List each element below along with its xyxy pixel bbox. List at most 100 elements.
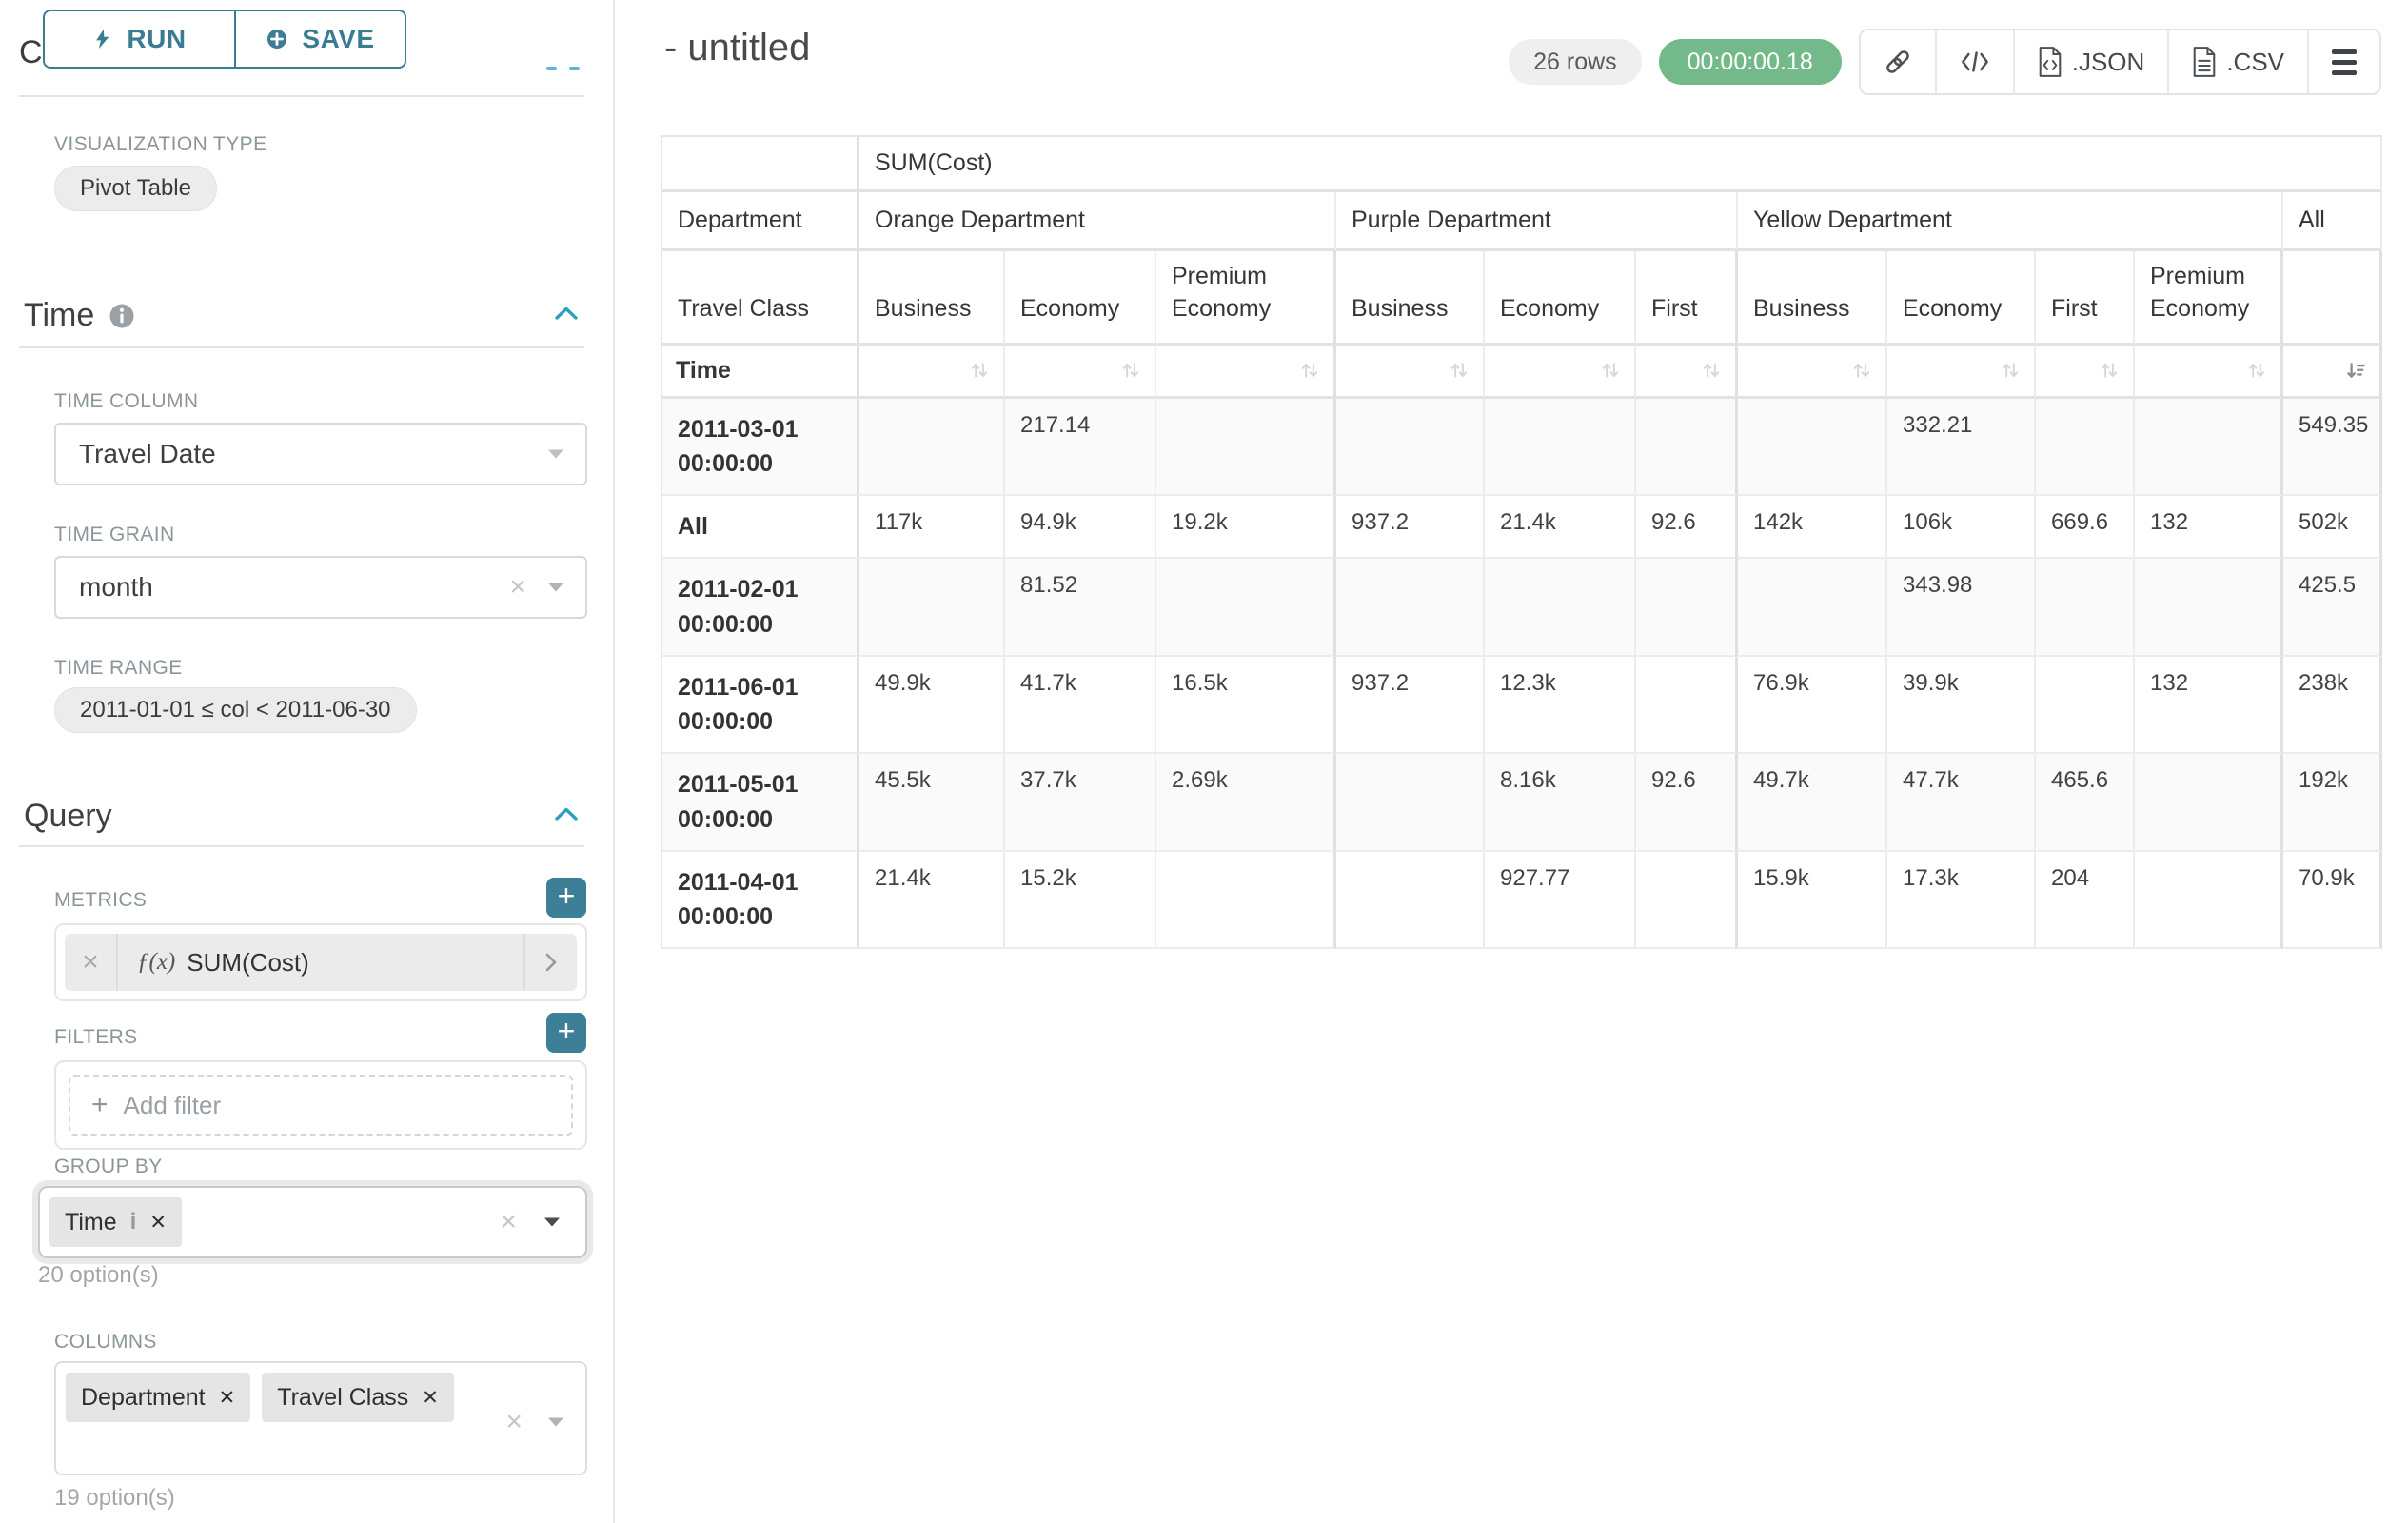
- travel-class-header: Economy: [1485, 251, 1636, 346]
- caret-down-icon[interactable]: [547, 583, 564, 593]
- pivot-cell: 39.9k: [1887, 657, 2036, 755]
- pivot-cell: 937.2: [1336, 657, 1485, 755]
- column-sort-cell[interactable]: [2283, 346, 2382, 399]
- row-label: 2011-06-01 00:00:00: [662, 657, 859, 755]
- sort-icon[interactable]: [1600, 360, 1621, 381]
- sort-icon[interactable]: [2246, 360, 2267, 381]
- time-section-label: Time: [24, 297, 94, 334]
- department-group-header: All: [2283, 192, 2382, 251]
- time-range-pill[interactable]: 2011-01-01 ≤ col < 2011-06-30: [54, 687, 417, 733]
- pivot-cell: [1636, 559, 1738, 657]
- column-info-icon: i: [130, 1209, 137, 1236]
- row-label: 2011-05-01 00:00:00: [662, 754, 859, 852]
- column-sort-cell[interactable]: [1485, 346, 1636, 399]
- query-section-title: Query: [24, 798, 112, 835]
- column-sort-cell[interactable]: [1156, 346, 1336, 399]
- pivot-cell: 927.77: [1485, 852, 1636, 950]
- divider: [19, 845, 584, 847]
- travel-class-header-row: Travel Class BusinessEconomyPremium Econ…: [662, 251, 2382, 346]
- add-filter-field[interactable]: + Add filter: [69, 1075, 573, 1136]
- column-sort-cell[interactable]: [1887, 346, 2036, 399]
- chart-header-actions: 26 rows 00:00:00.18 .JSON: [1509, 29, 2381, 95]
- remove-tag-icon[interactable]: ✕: [422, 1386, 439, 1410]
- pivot-cell: [1636, 657, 1738, 755]
- add-metric-button[interactable]: +: [546, 878, 586, 918]
- pivot-cell: 76.9k: [1738, 657, 1887, 755]
- travel-class-axis-label: Travel Class: [662, 251, 859, 346]
- clear-icon[interactable]: ×: [500, 1208, 517, 1236]
- run-button-label: RUN: [127, 24, 186, 54]
- sort-icon[interactable]: [2000, 360, 2021, 381]
- run-button[interactable]: RUN: [43, 10, 236, 69]
- column-sort-cell[interactable]: [859, 346, 1005, 399]
- columns-tag[interactable]: Department ✕: [66, 1373, 250, 1422]
- department-group-header: Orange Department: [859, 192, 1336, 251]
- filters-box: + Add filter: [54, 1060, 587, 1150]
- pivot-cell: [1738, 559, 1887, 657]
- columns-tag[interactable]: Travel Class ✕: [262, 1373, 454, 1422]
- remove-metric-icon[interactable]: ×: [65, 934, 118, 991]
- travel-class-header: First: [2036, 251, 2135, 346]
- group-by-tag[interactable]: Time i ✕: [49, 1197, 182, 1247]
- chart-type-collapse-icon[interactable]: [546, 67, 557, 70]
- pivot-cell: [2135, 852, 2283, 950]
- remove-tag-icon[interactable]: ✕: [219, 1386, 236, 1410]
- add-filter-button[interactable]: +: [546, 1013, 586, 1053]
- export-json-button[interactable]: .JSON: [2015, 30, 2170, 93]
- columns-select[interactable]: Department ✕ Travel Class ✕ ×: [54, 1361, 587, 1475]
- column-sort-cell[interactable]: [1738, 346, 1887, 399]
- group-by-select[interactable]: Time i ✕ ×: [38, 1186, 587, 1258]
- column-sort-cell[interactable]: [1336, 346, 1485, 399]
- pivot-cell: 343.98: [1887, 559, 2036, 657]
- query-actions: RUN SAVE: [43, 10, 406, 69]
- chart-type-collapse-icon[interactable]: [569, 67, 580, 70]
- caret-down-icon[interactable]: [543, 1217, 561, 1228]
- pivot-data-row: 2011-04-01 00:00:0021.4k15.2k927.7715.9k…: [662, 852, 2382, 950]
- time-column-select[interactable]: Travel Date: [54, 423, 587, 485]
- copy-link-button[interactable]: [1861, 30, 1937, 93]
- export-csv-button[interactable]: .CSV: [2169, 30, 2309, 93]
- chevron-right-icon[interactable]: [523, 934, 577, 991]
- time-grain-select[interactable]: month ×: [54, 556, 587, 619]
- sort-icon[interactable]: [2099, 360, 2120, 381]
- caret-down-icon[interactable]: [547, 449, 564, 460]
- clear-icon[interactable]: ×: [505, 1408, 523, 1436]
- time-section-title: Time: [24, 297, 136, 334]
- sort-icon[interactable]: [969, 360, 990, 381]
- caret-down-icon[interactable]: [547, 1417, 564, 1428]
- bolt-icon: [92, 28, 113, 50]
- sort-icon[interactable]: [1449, 360, 1470, 381]
- column-sort-cell[interactable]: [1636, 346, 1738, 399]
- more-options-button[interactable]: [2309, 30, 2379, 93]
- code-icon: [1960, 49, 1990, 75]
- pivot-cell: [2036, 559, 2135, 657]
- pivot-cell: 19.2k: [1156, 496, 1336, 559]
- column-sort-cell[interactable]: [2036, 346, 2135, 399]
- sort-icon[interactable]: [1299, 360, 1320, 381]
- sort-icon[interactable]: [1701, 360, 1722, 381]
- metric-pill[interactable]: × ƒ(x) SUM(Cost): [65, 934, 577, 991]
- sort-descending-icon[interactable]: [2345, 360, 2366, 381]
- chevron-up-icon[interactable]: [554, 805, 579, 822]
- metric-body[interactable]: ƒ(x) SUM(Cost): [118, 934, 523, 991]
- divider: [19, 95, 584, 97]
- pivot-cell: 217.14: [1005, 399, 1156, 497]
- time-axis-sort-cell[interactable]: Time: [662, 346, 859, 399]
- remove-tag-icon[interactable]: ✕: [149, 1211, 167, 1235]
- chevron-up-icon[interactable]: [554, 305, 579, 322]
- column-sort-cell[interactable]: [2135, 346, 2283, 399]
- query-timer-badge: 00:00:00.18: [1659, 39, 1842, 85]
- sort-icon[interactable]: [1120, 360, 1141, 381]
- embed-code-button[interactable]: [1937, 30, 2015, 93]
- pivot-cell: 425.5: [2283, 559, 2382, 657]
- travel-class-header: Business: [1336, 251, 1485, 346]
- visualization-type-pill[interactable]: Pivot Table: [54, 166, 217, 211]
- pivot-cell: 70.9k: [2283, 852, 2382, 950]
- column-sort-cell[interactable]: [1005, 346, 1156, 399]
- clear-icon[interactable]: ×: [509, 573, 526, 602]
- save-button[interactable]: SAVE: [234, 10, 406, 69]
- row-label: 2011-02-01 00:00:00: [662, 559, 859, 657]
- pivot-cell: 21.4k: [1485, 496, 1636, 559]
- sort-icon[interactable]: [1851, 360, 1872, 381]
- sort-header-row: Time: [662, 346, 2382, 399]
